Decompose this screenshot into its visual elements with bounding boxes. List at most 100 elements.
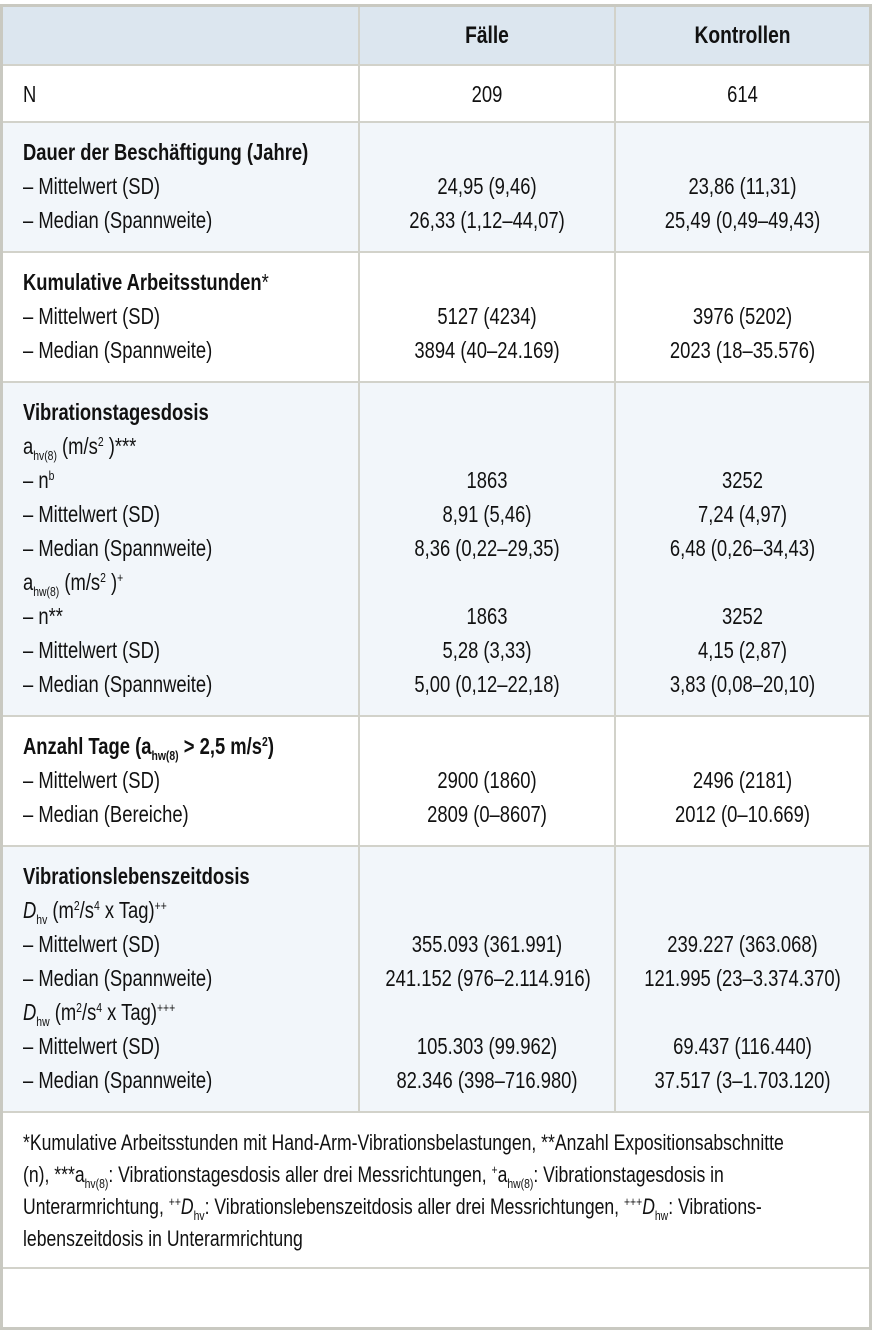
- lifetime-dose-cases: 355.093 (361.991) 241.152 (976–2.114.916…: [358, 845, 616, 1113]
- symbol: D: [23, 897, 37, 923]
- footnote-mark: +: [117, 570, 124, 585]
- days-controls: 2496 (2181) 2012 (0–10.669): [614, 715, 869, 847]
- cell-value: 241.152 (976–2.114.916): [385, 965, 591, 991]
- spacer: [641, 729, 843, 763]
- cell-value: 69.437 (116.440): [673, 1033, 812, 1059]
- text: Unterarmrichtung,: [23, 1194, 169, 1219]
- row-label: – Median (Spannweite): [23, 337, 213, 363]
- symbol: D: [23, 999, 37, 1025]
- cell-value: 1863: [466, 603, 508, 629]
- row-label: – Mittelwert (SD): [23, 501, 160, 527]
- cell-value: 3,83 (0,08–20,10): [669, 671, 816, 697]
- symbol: a: [23, 433, 34, 459]
- section-title: Anzahl Tage (ahw(8) > 2,5 m/s2): [23, 729, 358, 763]
- section-title: Kumulative Arbeitsstunden: [23, 269, 262, 295]
- superscript: +++: [623, 1194, 643, 1209]
- cell-value: 4,15 (2,87): [698, 637, 787, 663]
- cell-value: 24,95 (9,46): [437, 173, 537, 199]
- unit: x Tag): [99, 897, 155, 923]
- cell-value: 2809 (0–8607): [427, 801, 547, 827]
- table-row-lifetime-dose: Vibrationslebenszeitdosis Dhv (m2/s4 x T…: [3, 845, 869, 1113]
- spacer: [385, 429, 588, 463]
- table-row-duration: Dauer der Beschäftigung (Jahre) – Mittel…: [3, 121, 869, 253]
- superscript: 2: [73, 898, 80, 913]
- cell-value: 8,91 (5,46): [442, 501, 532, 527]
- row-label: – Median (Bereiche): [23, 801, 189, 827]
- ahw-unit-label: ahw(8) (m/s2 )+: [23, 565, 358, 599]
- unit: ): [105, 569, 118, 595]
- spacer: [385, 729, 588, 763]
- spacer: [641, 565, 843, 599]
- hours-controls: 3976 (5202) 2023 (18–35.576): [614, 251, 869, 383]
- cell-value: 1863: [466, 467, 508, 493]
- cell-value: 8,36 (0,22–29,35): [414, 535, 560, 561]
- duration-controls: 23,86 (11,31) 25,49 (0,49–49,43): [614, 121, 869, 253]
- text: : Vibrationslebenszeitdosis aller drei M…: [204, 1194, 624, 1219]
- duration-cases: 24,95 (9,46) 26,33 (1,12–44,07): [358, 121, 616, 253]
- days-cases: 2900 (1860) 2809 (0–8607): [358, 715, 616, 847]
- spacer: [641, 135, 843, 169]
- spacer: [641, 429, 843, 463]
- cell-value: 121.995 (23–3.374.370): [644, 965, 841, 991]
- footnote-mark: *: [261, 269, 269, 295]
- row-label: – Mittelwert (SD): [23, 637, 160, 663]
- spacer: [385, 565, 588, 599]
- cases-cell: 209: [358, 64, 616, 123]
- days-labels: Anzahl Tage (ahw(8) > 2,5 m/s2) – Mittel…: [3, 715, 360, 847]
- table-header-row: Fälle Kontrollen: [3, 7, 869, 66]
- header-cases: Fälle: [358, 7, 616, 66]
- statistics-table-frame: Fälle Kontrollen N 209 614 Dauer der Bes…: [0, 4, 872, 1330]
- unit: /s: [81, 999, 97, 1025]
- text: : Vibrationstagesdosis aller drei Messri…: [108, 1162, 492, 1187]
- row-label: – Mittelwert (SD): [23, 767, 160, 793]
- symbol: D: [642, 1194, 655, 1219]
- footnote-line: *Kumulative Arbeitsstunden mit Hand-Arm-…: [23, 1130, 784, 1155]
- cell-value: 3976 (5202): [692, 303, 793, 329]
- subscript: hw: [36, 1014, 50, 1029]
- cell-value: 6,48 (0,26–34,43): [669, 535, 816, 561]
- superscript: 2: [100, 570, 106, 585]
- subscript: hv(8): [84, 1176, 109, 1191]
- text: : Vibrationstagesdosis in: [533, 1162, 724, 1187]
- title-part: Anzahl Tage (a: [23, 733, 152, 759]
- statistics-table: Fälle Kontrollen N 209 614 Dauer der Bes…: [3, 7, 869, 1269]
- title-part: ): [267, 733, 274, 759]
- footnote-mark: +++: [156, 1000, 176, 1015]
- unit: /s: [79, 897, 94, 923]
- daily-dose-controls: 3252 7,24 (4,97) 6,48 (0,26–34,43) 3252 …: [614, 381, 869, 717]
- table-row-days: Anzahl Tage (ahw(8) > 2,5 m/s2) – Mittel…: [3, 715, 869, 847]
- n-label: N: [23, 80, 37, 107]
- dhv-unit-label: Dhv (m2/s4 x Tag)++: [23, 893, 358, 927]
- unit: (m/s: [59, 569, 101, 595]
- ahv-unit-label: ahv(8) (m/s2 )***: [23, 429, 358, 463]
- spacer: [385, 395, 588, 429]
- cell-value: 3252: [722, 467, 763, 493]
- table-footnote: *Kumulative Arbeitsstunden mit Hand-Arm-…: [3, 1111, 869, 1269]
- superscript: 2: [262, 734, 268, 749]
- section-title-wrap: Kumulative Arbeitsstunden*: [23, 265, 358, 299]
- section-title: Vibrationslebenszeitdosis: [23, 863, 250, 889]
- cell-value: 5,00 (0,12–22,18): [414, 671, 560, 697]
- cell-value: 82.346 (398–716.980): [396, 1067, 578, 1093]
- cell-value: 25,49 (0,49–49,43): [664, 207, 821, 233]
- duration-labels: Dauer der Beschäftigung (Jahre) – Mittel…: [3, 121, 360, 253]
- row-label: – Median (Spannweite): [23, 207, 213, 233]
- table-row-n: N 209 614: [3, 64, 869, 123]
- footnote-mark: ++: [154, 898, 167, 913]
- unit: (m: [47, 897, 74, 923]
- cell-value: 37.517 (3–1.703.120): [654, 1067, 831, 1093]
- spacer: [641, 395, 843, 429]
- cell-value: 239.227 (363.068): [667, 931, 818, 957]
- table-row-daily-dose: Vibrationstagesdosis ahv(8) (m/s2 )*** –…: [3, 381, 869, 717]
- row-label: N: [3, 64, 360, 123]
- subscript: hw(8): [33, 584, 60, 599]
- cell-value: 2023 (18–35.576): [669, 337, 816, 363]
- header-label-cell: [3, 7, 360, 66]
- header-cases-text: Fälle: [465, 21, 509, 49]
- row-label: – Mittelwert (SD): [23, 931, 160, 957]
- superscript: 2: [97, 434, 104, 449]
- cell-value: 5127 (4234): [437, 303, 537, 329]
- cell-value: 23,86 (11,31): [688, 173, 797, 199]
- header-controls-text: Kontrollen: [694, 21, 791, 49]
- table-footnote-row: *Kumulative Arbeitsstunden mit Hand-Arm-…: [3, 1111, 869, 1269]
